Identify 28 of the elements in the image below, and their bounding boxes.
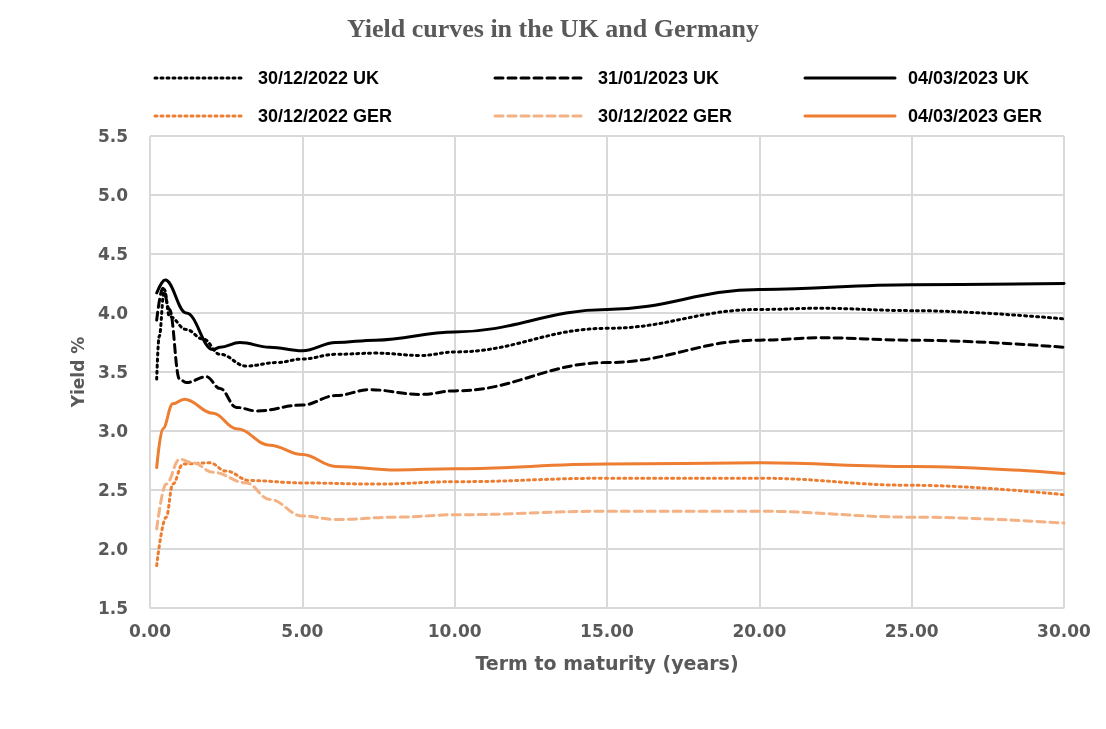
y-tick-label: 4.0: [97, 303, 129, 323]
x-tick-label: 20.00: [732, 620, 787, 641]
y-tick-label: 5.5: [97, 126, 128, 146]
y-tick-label: 1.5: [97, 598, 128, 618]
legend-label: 04/03/2023 UK: [908, 68, 1030, 88]
x-tick-label: 25.00: [884, 620, 939, 641]
y-tick-label: 5.0: [97, 185, 129, 205]
x-tick-label: 30.00: [1037, 620, 1092, 641]
x-tick-label: 15.00: [580, 620, 635, 641]
y-axis-title: Yield %: [68, 336, 89, 409]
legend-label: 31/01/2023 UK: [598, 68, 720, 88]
y-tick-label: 3.0: [97, 421, 129, 441]
x-tick-label: 0.00: [129, 620, 172, 641]
legend-label: 30/12/2022 UK: [258, 68, 380, 88]
x-tick-label: 5.00: [281, 620, 324, 641]
y-tick-label: 2.0: [97, 539, 129, 559]
chart-title: Yield curves in the UK and Germany: [346, 13, 760, 43]
y-tick-label: 2.5: [97, 480, 128, 500]
y-tick-label: 3.5: [97, 362, 128, 382]
legend-label: 30/12/2022 GER: [258, 106, 393, 126]
y-tick-label: 4.5: [97, 244, 128, 264]
line-series: [155, 457, 1066, 531]
legend-label: 04/03/2023 GER: [908, 106, 1043, 126]
legend-label: 30/12/2022 GER: [598, 106, 733, 126]
line-series: [155, 397, 1066, 475]
x-tick-label: 10.00: [427, 620, 482, 641]
line-series: [155, 461, 1066, 568]
x-axis-title: Term to maturity (years): [475, 651, 739, 674]
